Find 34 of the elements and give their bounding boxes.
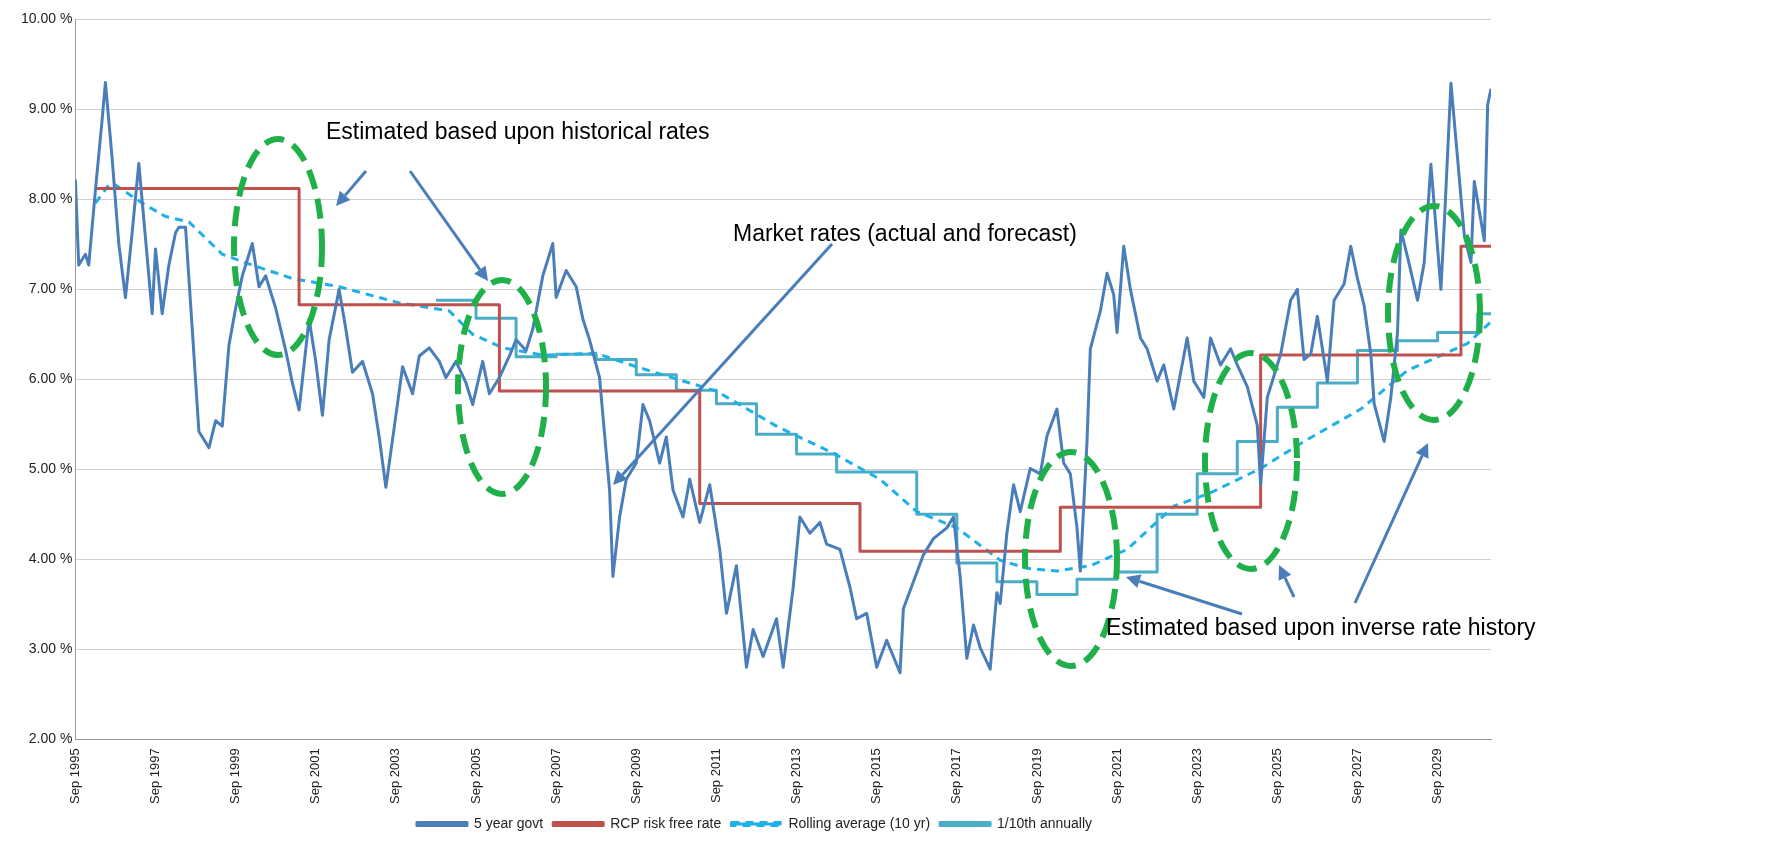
y-tick-label: 8.00 % bbox=[28, 190, 73, 207]
y-tick-label: 6.00 % bbox=[28, 370, 73, 387]
y-tick-label: 2.00 % bbox=[28, 730, 73, 747]
x-tick-label: Sep 2029 bbox=[1429, 748, 1445, 805]
legend-label: RCP risk free rate bbox=[610, 814, 722, 831]
y-tick-label: 10.00 % bbox=[21, 10, 73, 27]
x-tick-label: Sep 1995 bbox=[66, 748, 82, 805]
x-tick-label: Sep 2025 bbox=[1268, 748, 1284, 805]
legend-label: Rolling average (10 yr) bbox=[788, 814, 931, 831]
x-tick-label: Sep 2005 bbox=[467, 748, 483, 805]
x-tick-label: Sep 2023 bbox=[1188, 748, 1204, 805]
x-tick-label: Sep 2015 bbox=[868, 748, 884, 805]
x-tick-label: Sep 2019 bbox=[1028, 748, 1044, 805]
x-tick-label: Sep 2021 bbox=[1108, 748, 1124, 805]
annotation: Market rates (actual and forecast) bbox=[733, 220, 1077, 247]
x-tick-label: Sep 2003 bbox=[387, 748, 403, 805]
legend-label: 5 year govt bbox=[473, 814, 544, 831]
annotation: Estimated based upon inverse rate history bbox=[1106, 614, 1536, 641]
y-tick-label: 4.00 % bbox=[28, 550, 73, 567]
annotation: Estimated based upon historical rates bbox=[326, 118, 710, 145]
x-tick-label: Sep 2001 bbox=[307, 748, 323, 805]
x-tick-label: Sep 2013 bbox=[788, 748, 804, 805]
x-tick-label: Sep 2007 bbox=[547, 748, 563, 805]
x-tick-label: Sep 1997 bbox=[147, 748, 163, 805]
x-tick-label: Sep 2009 bbox=[627, 748, 643, 805]
x-tick-label: Sep 2017 bbox=[948, 748, 964, 805]
x-tick-label: Sep 2011 bbox=[707, 748, 723, 804]
y-tick-label: 5.00 % bbox=[28, 460, 73, 477]
y-tick-label: 3.00 % bbox=[28, 640, 73, 657]
y-tick-label: 7.00 % bbox=[28, 280, 73, 297]
legend-label: 1/10th annually bbox=[997, 814, 1093, 831]
x-tick-label: Sep 1999 bbox=[227, 748, 243, 805]
x-tick-label: Sep 2027 bbox=[1349, 748, 1365, 805]
y-tick-label: 9.00 % bbox=[28, 100, 73, 117]
